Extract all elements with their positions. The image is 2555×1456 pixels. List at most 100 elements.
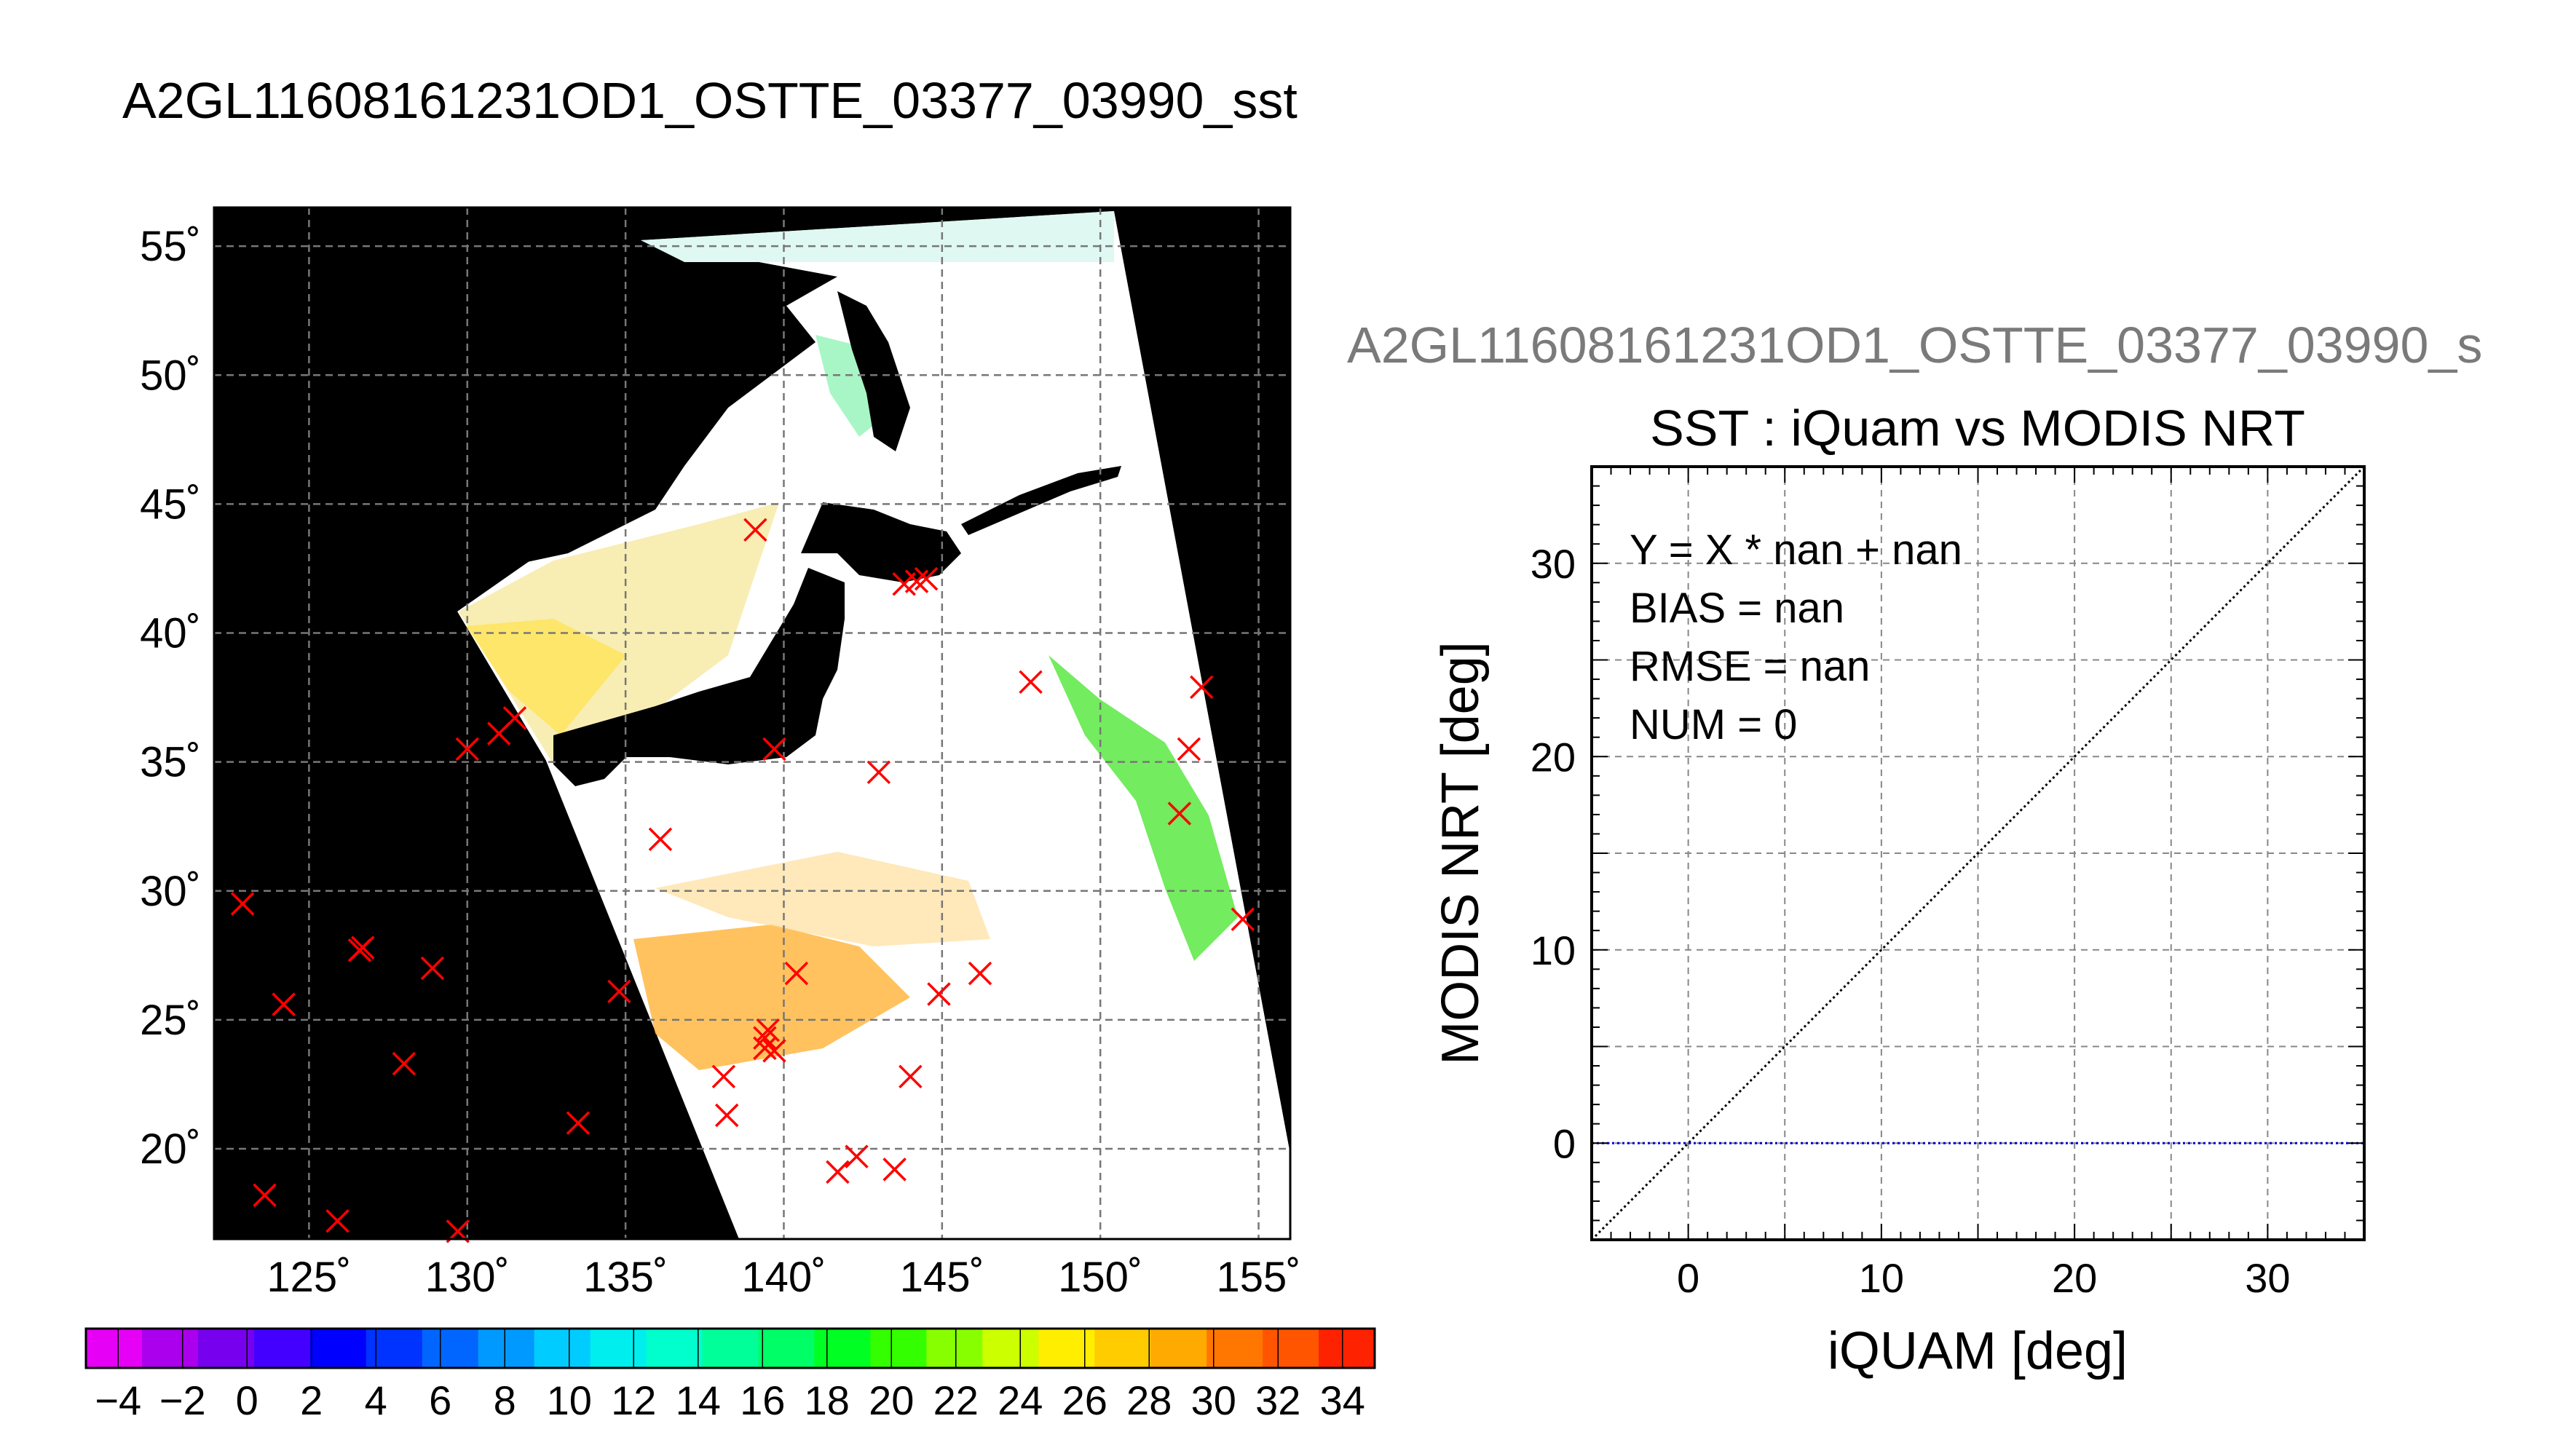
colorbar-swatch — [366, 1329, 423, 1368]
colorbar-tick-label: 10 — [547, 1377, 592, 1423]
colorbar-tick-label: 12 — [611, 1377, 656, 1423]
colorbar-swatch — [702, 1329, 759, 1368]
map-marker-stroke — [272, 992, 296, 1016]
scatter-ytick-label: 30 — [1531, 541, 1576, 587]
map-marker-x — [230, 892, 255, 916]
colorbar-swatch — [590, 1329, 647, 1368]
map-marker-x — [753, 1036, 777, 1061]
scatter-title: SST : iQuam vs MODIS NRT — [1650, 400, 2305, 456]
colorbar-tick-label: 18 — [805, 1377, 850, 1423]
map-marker-stroke — [762, 737, 786, 761]
scatter-statistic-line: BIAS = nan — [1630, 585, 1844, 632]
map-ytick-label: 35˚ — [140, 739, 201, 786]
colorbar-tick-label: 8 — [494, 1377, 516, 1423]
map-marker-x — [743, 518, 767, 542]
map-marker-stroke — [455, 737, 480, 761]
map-observation-markers — [230, 518, 1255, 1243]
land-sakhalin — [837, 291, 910, 451]
colorbar-frame — [84, 1327, 1376, 1369]
map-marker-stroke — [826, 1160, 850, 1184]
scatter-xtick-label: 0 — [1677, 1255, 1699, 1301]
map-marker-x — [351, 935, 375, 960]
scatter-ticks: 0 10 20 30 0 10 20 30 — [1531, 467, 2364, 1301]
map-marker-x — [607, 979, 631, 1004]
map-marker-x — [714, 1103, 739, 1128]
colorbar-swatch — [309, 1329, 367, 1368]
colorbar-swatch — [1150, 1329, 1207, 1368]
colorbar-swatch — [534, 1329, 591, 1368]
scatter-ytick-label: 10 — [1531, 927, 1576, 973]
map-marker-stroke — [253, 1183, 277, 1208]
colorbar-swatch — [141, 1329, 199, 1368]
scatter-xtick-label: 30 — [2245, 1255, 2290, 1301]
map-marker-stroke — [784, 961, 809, 986]
map-frame — [213, 206, 1292, 1241]
map-marker-x — [1190, 675, 1214, 700]
map-marker-x — [648, 827, 673, 852]
map-marker-stroke — [566, 1111, 591, 1135]
colorbar-tick-label: 28 — [1126, 1377, 1172, 1423]
map-marker-stroke — [845, 1144, 869, 1168]
map-marker-x — [272, 992, 296, 1016]
map-marker-stroke — [1231, 907, 1255, 931]
land-kyushu-shikoku — [553, 735, 626, 786]
map-marker-stroke — [351, 935, 375, 960]
map-marker-x — [904, 569, 929, 593]
scatter-reference-lines — [1592, 467, 2364, 1240]
map-marker-x — [845, 1144, 869, 1168]
colorbar-tick-label: 0 — [236, 1377, 258, 1423]
map-marker-stroke — [420, 956, 445, 981]
map-marker-x — [826, 1160, 850, 1184]
scatter-xtick-label: 20 — [2052, 1255, 2097, 1301]
colorbar-swatch — [1207, 1329, 1263, 1368]
colorbar-swatch — [197, 1329, 255, 1368]
colorbar-swatch — [814, 1329, 871, 1368]
map-marker-stroke — [968, 961, 992, 986]
map-ytick-label: 45˚ — [140, 480, 201, 528]
map-marker-stroke — [882, 1158, 907, 1182]
map-marker-x — [1177, 737, 1201, 761]
map-marker-stroke — [914, 566, 939, 591]
colorbar-swatch — [478, 1329, 535, 1368]
map-marker-x — [711, 1064, 736, 1089]
map-marker-x — [420, 956, 445, 981]
map-marker-x — [882, 1158, 907, 1182]
colorbar-swatch — [926, 1329, 983, 1368]
map-marker-stroke — [230, 892, 255, 916]
map-xtick-label: 155˚ — [1216, 1254, 1300, 1301]
map-xtick-label: 135˚ — [583, 1254, 668, 1301]
map-panel: 125˚ 130˚ 135˚ 140˚ 145˚ 150˚ 155˚ 20˚ 25˚ 30˚ 35˚… — [140, 206, 1301, 1301]
map-marker-x — [1167, 802, 1192, 826]
map-marker-x — [753, 1026, 777, 1050]
map-ytick-label: 30˚ — [140, 868, 201, 915]
warm-region-west-core — [466, 619, 626, 735]
scatter-source-caption: A2GL11608161231OD1_OSTTE_03377_03990_s — [1347, 317, 2482, 373]
land-kuril-islands — [961, 466, 1121, 535]
colorbar-swatch — [646, 1329, 703, 1368]
map-marker-stroke — [1190, 675, 1214, 700]
colorbar-swatch — [253, 1329, 311, 1368]
map-xtick-label: 140˚ — [741, 1254, 826, 1301]
scatter-statistic-line: NUM = 0 — [1630, 701, 1797, 748]
map-marker-stroke — [743, 518, 767, 542]
colorbar-swatch — [86, 1329, 143, 1368]
scatter-xtick-label: 10 — [1859, 1255, 1904, 1301]
colorbar-tick-label: 2 — [300, 1377, 323, 1423]
map-marker-x — [502, 706, 527, 730]
colorbar-tick-label: 34 — [1320, 1377, 1365, 1423]
map-marker-stroke — [927, 982, 951, 1006]
map-marker-x — [968, 961, 992, 986]
map-marker-stroke — [1019, 670, 1043, 695]
map-marker-stroke — [607, 979, 631, 1004]
map-marker-stroke — [762, 1039, 786, 1063]
scatter-reference-line — [1592, 467, 2364, 1240]
scatter-ytick-label: 20 — [1531, 734, 1576, 780]
colorbar-swatch — [1038, 1329, 1095, 1368]
map-marker-stroke — [392, 1051, 416, 1076]
map-marker-stroke — [714, 1103, 739, 1128]
map-marker-stroke — [1167, 802, 1192, 826]
map-xtick-label: 130˚ — [425, 1254, 510, 1301]
colorbar: −4 −2 0 2 4 6 8 10 12 14 16 18 20 22 24 26 28 30 32 34 — [84, 1327, 1376, 1423]
map-title: A2GL11608161231OD1_OSTTE_03377_03990_sst — [122, 72, 1298, 129]
map-marker-stroke — [899, 1064, 923, 1089]
